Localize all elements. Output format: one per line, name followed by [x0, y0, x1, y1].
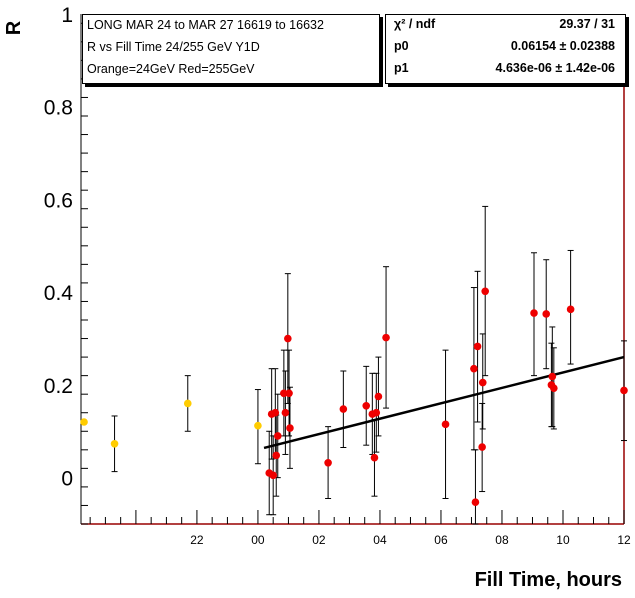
red-data-point — [284, 334, 292, 343]
x-tick-label: 12 — [617, 533, 631, 547]
red-data-point — [271, 408, 280, 417]
info-line-run: LONG MAR 24 to MAR 27 16619 to 16632 — [87, 18, 324, 32]
y-tick-label: 0.2 — [44, 375, 73, 398]
x-axis-label: Fill Time, hours — [475, 569, 622, 591]
info-box: LONG MAR 24 to MAR 27 16619 to 16632 R v… — [82, 14, 380, 84]
x-tick-label: 06 — [434, 533, 448, 547]
axes: 0 0.2 0.4 0.6 0.8 1 22 00 02 04 06 08 10 12 — [44, 4, 631, 547]
red-data-point — [281, 408, 290, 417]
red-data-point — [286, 424, 294, 432]
red-data-point — [441, 420, 450, 429]
red-data-point — [481, 287, 489, 296]
orange-data-point — [80, 418, 88, 426]
fit-value: 0.06154 ± 0.02388 — [510, 39, 615, 53]
fit-row-p1: p1 4.636e-06 ± 1.42e-06 — [386, 61, 625, 81]
fit-key: χ² / ndf — [394, 17, 436, 31]
x-tick-label: 10 — [556, 533, 570, 547]
x-tick-label: 08 — [495, 533, 509, 547]
red-data-point — [382, 333, 390, 342]
x-tick-label: 22 — [190, 533, 204, 547]
red-data-point — [550, 384, 558, 392]
y-tick-label: 0.4 — [44, 282, 74, 305]
fit-stats-box: χ² / ndf 29.37 / 31 p0 0.06154 ± 0.02388… — [385, 14, 626, 84]
red-data-point — [470, 364, 478, 373]
red-data-point — [370, 453, 379, 462]
red-data-point — [548, 372, 557, 381]
red-data-point — [362, 401, 371, 410]
info-line-description: R vs Fill Time 24/255 GeV Y1D — [87, 40, 260, 54]
red-data-point — [339, 405, 348, 413]
red-data-point — [566, 305, 575, 314]
fit-key: p1 — [394, 61, 409, 75]
fit-key: p0 — [394, 39, 409, 53]
red-data-point — [478, 378, 487, 387]
fit-line-layer — [263, 355, 625, 450]
red-data-point — [372, 408, 381, 417]
red-data-point — [542, 310, 551, 318]
fit-row-chi2: χ² / ndf 29.37 / 31 — [386, 17, 625, 37]
red-data-point — [473, 342, 482, 351]
x-tick-label: 00 — [251, 533, 265, 547]
data-points — [80, 287, 628, 507]
red-data-point — [272, 451, 281, 460]
red-data-point — [273, 432, 282, 440]
red-data-point — [471, 498, 480, 507]
red-data-point — [285, 389, 293, 398]
fit-line — [263, 355, 625, 450]
red-data-point — [269, 471, 277, 480]
fit-row-p0: p0 0.06154 ± 0.02388 — [386, 39, 625, 59]
y-axis-label: R — [3, 20, 25, 35]
red-data-point — [620, 386, 628, 395]
y-tick-label: 1 — [61, 4, 73, 27]
red-data-point — [530, 309, 538, 317]
red-data-point — [478, 443, 486, 451]
info-line-colors: Orange=24GeV Red=255GeV — [87, 62, 255, 76]
y-tick-label: 0.8 — [44, 97, 73, 120]
x-tick-label: 04 — [373, 533, 387, 547]
orange-data-point — [254, 421, 262, 430]
error-bars — [111, 205, 627, 525]
fit-value: 4.636e-06 ± 1.42e-06 — [495, 61, 615, 75]
orange-data-point — [183, 399, 192, 408]
orange-data-point — [110, 439, 119, 448]
red-data-point — [324, 459, 332, 467]
y-tick-label: 0 — [61, 468, 73, 491]
red-data-point — [374, 392, 383, 401]
y-tick-label: 0.6 — [44, 189, 73, 212]
x-tick-label: 02 — [312, 533, 326, 547]
fit-value: 29.37 / 31 — [559, 17, 615, 31]
